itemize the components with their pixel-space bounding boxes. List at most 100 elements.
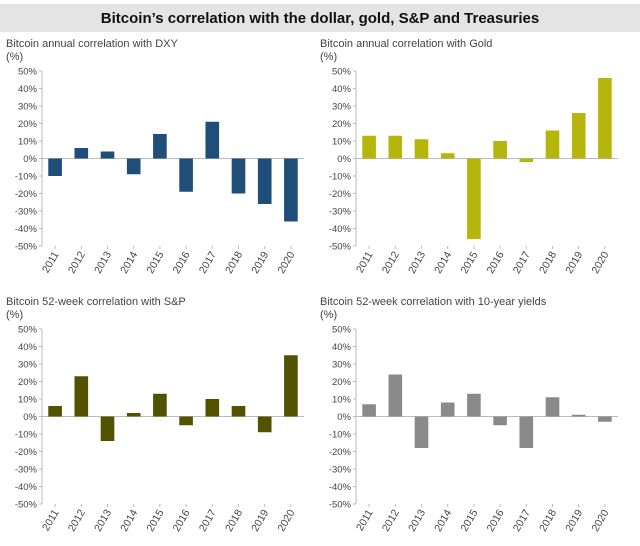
x-tick-label: 2016 [171, 249, 193, 275]
y-tick-label: -20% [329, 189, 352, 200]
chart-title: Bitcoin annual correlation with DXY [6, 38, 178, 50]
y-tick-label: 10% [18, 395, 38, 406]
x-tick-label: 2017 [197, 507, 219, 533]
bar-2020 [598, 416, 612, 422]
bar-2011 [48, 406, 62, 417]
bar-2015 [153, 134, 167, 159]
bar-2012 [74, 376, 89, 417]
chart-panel-gold: Bitcoin annual correlation with Gold (%) 5… [318, 36, 628, 286]
bar-2017 [205, 399, 220, 417]
x-tick-label: 2012 [380, 507, 402, 533]
bar-2014 [126, 413, 141, 417]
x-tick-label: 2020 [589, 507, 611, 533]
y-tick-label: 20% [18, 119, 38, 130]
x-tick-label: 2014 [432, 249, 454, 275]
x-tick-label: 2012 [380, 249, 402, 275]
bar-2013 [100, 151, 115, 159]
bar-2018 [545, 397, 560, 417]
y-tick-label: -30% [15, 207, 38, 218]
bar-2016 [493, 416, 507, 426]
bar-2020 [284, 158, 298, 222]
x-tick-label: 2020 [275, 507, 297, 533]
x-tick-label: 2019 [249, 249, 271, 275]
bar-2016 [493, 141, 507, 159]
bar-2015 [467, 393, 481, 417]
x-tick-label: 2018 [537, 507, 559, 533]
y-tick-label: 30% [18, 360, 38, 371]
y-tick-label: -10% [15, 172, 38, 183]
x-tick-label: 2019 [249, 507, 271, 533]
bar-2014 [126, 158, 141, 175]
y-tick-label: -40% [329, 482, 352, 493]
x-tick-label: 2018 [537, 249, 559, 275]
y-tick-label: 40% [18, 342, 38, 353]
x-tick-label: 2011 [354, 249, 376, 275]
bar-2011 [362, 135, 376, 159]
x-tick-label: 2016 [485, 507, 507, 533]
y-tick-label: 50% [332, 325, 352, 336]
y-tick-label: -50% [329, 500, 352, 511]
y-tick-label: -40% [15, 224, 38, 235]
bar-2011 [362, 404, 376, 417]
y-tick-label: 10% [332, 137, 352, 148]
chart-gold: Bitcoin annual correlation with Gold(%) 5… [320, 38, 618, 276]
bar-2017 [519, 158, 534, 162]
y-tick-label: -20% [15, 189, 38, 200]
x-tick-label: 2014 [118, 249, 140, 275]
x-tick-label: 2013 [92, 249, 114, 275]
bar-2016 [179, 158, 193, 192]
bar-2013 [100, 416, 115, 441]
bar-2020 [598, 78, 612, 159]
y-tick-label: -50% [15, 500, 38, 511]
bar-2013 [414, 139, 429, 159]
x-tick-label: 2016 [171, 507, 193, 533]
y-unit-label: (%) [320, 51, 337, 63]
y-tick-label: -10% [15, 430, 38, 441]
y-tick-label: -40% [15, 482, 38, 493]
y-tick-label: -30% [329, 207, 352, 218]
chart-header: Bitcoin’s correlation with the dollar, g… [0, 4, 640, 32]
y-tick-label: -40% [329, 224, 352, 235]
x-tick-label: 2016 [485, 249, 507, 275]
x-tick-label: 2017 [511, 507, 533, 533]
x-tick-label: 2020 [589, 249, 611, 275]
x-tick-label: 2015 [144, 507, 166, 533]
bar-2019 [257, 416, 272, 433]
x-tick-label: 2019 [563, 249, 585, 275]
y-tick-label: 0% [337, 412, 351, 423]
x-tick-label: 2017 [197, 249, 219, 275]
x-tick-label: 2014 [432, 507, 454, 533]
bar-2019 [257, 158, 272, 204]
y-tick-label: -30% [15, 465, 38, 476]
bar-2020 [284, 355, 298, 417]
bar-2014 [440, 402, 455, 417]
y-tick-label: 40% [332, 84, 352, 95]
x-tick-label: 2020 [275, 249, 297, 275]
y-tick-label: -10% [329, 430, 352, 441]
y-tick-label: 20% [332, 119, 352, 130]
x-tick-label: 2013 [406, 507, 428, 533]
chart-panel-yields: Bitcoin 52-week correlation with 10-year… [318, 294, 628, 544]
y-tick-label: 10% [332, 395, 352, 406]
y-tick-label: -20% [329, 447, 352, 458]
y-tick-label: 20% [18, 377, 38, 388]
x-tick-label: 2012 [66, 249, 88, 275]
chart-yields: Bitcoin 52-week correlation with 10-year… [320, 296, 618, 534]
x-tick-label: 2011 [354, 507, 376, 533]
y-unit-label: (%) [6, 51, 23, 63]
x-tick-label: 2014 [118, 507, 140, 533]
x-tick-label: 2011 [40, 249, 62, 275]
y-tick-label: 10% [18, 137, 38, 148]
y-tick-label: 0% [337, 154, 351, 165]
bar-2012 [388, 374, 403, 417]
bar-2015 [153, 393, 167, 417]
bar-2011 [48, 158, 62, 176]
y-tick-label: -20% [15, 447, 38, 458]
x-tick-label: 2015 [144, 249, 166, 275]
bar-2017 [205, 121, 220, 159]
y-tick-label: -50% [329, 242, 352, 253]
chart-sp: Bitcoin 52-week correlation with S&P(%) 5… [6, 296, 304, 534]
bar-2018 [545, 130, 560, 159]
bar-2018 [231, 406, 246, 417]
chart-title: Bitcoin annual correlation with Gold [320, 38, 492, 50]
